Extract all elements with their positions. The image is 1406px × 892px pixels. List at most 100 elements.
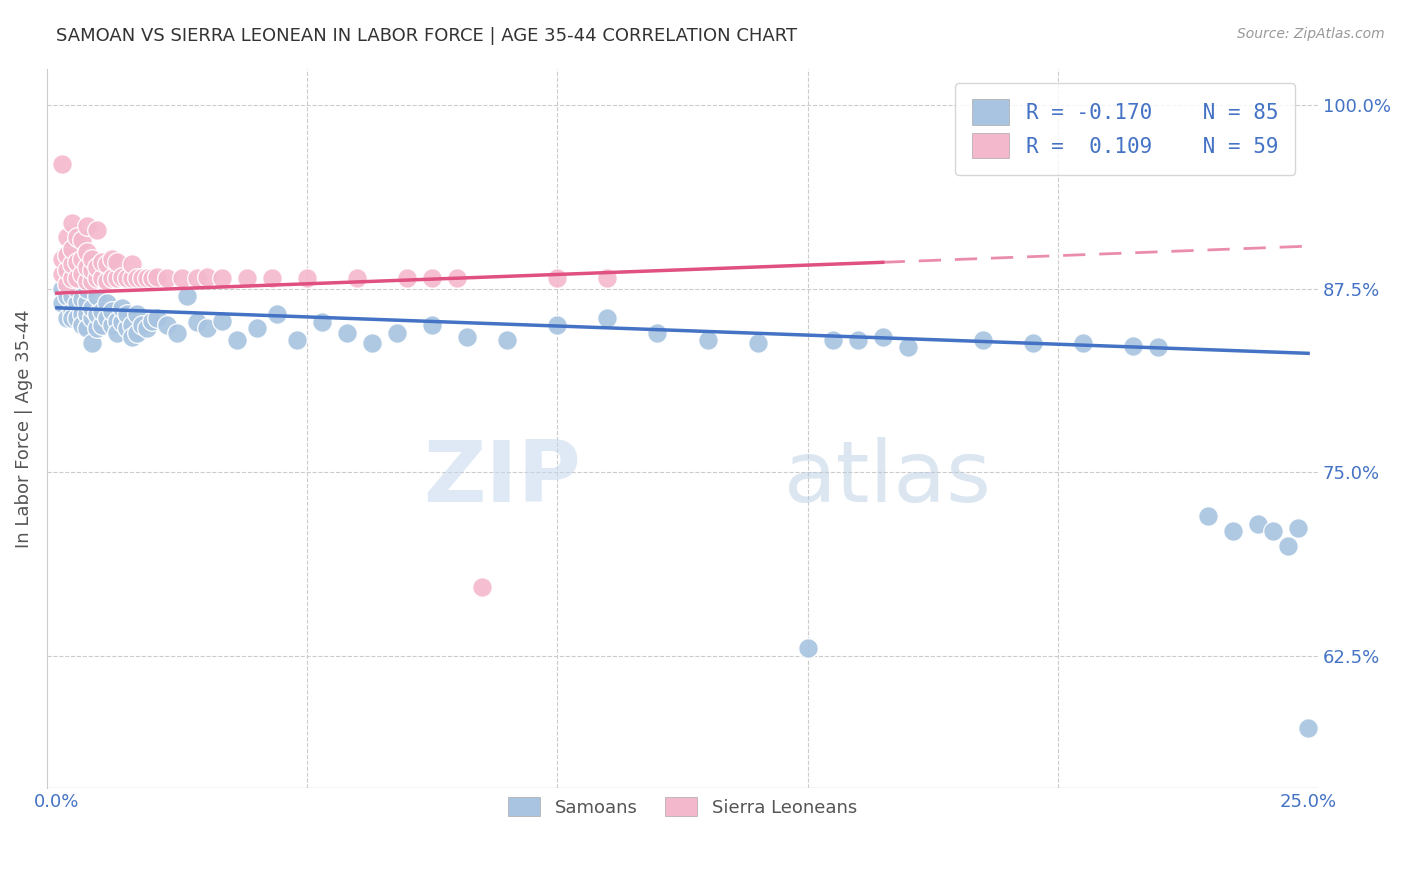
- Point: [111, 316, 134, 330]
- Point: [76, 219, 98, 233]
- Point: [972, 333, 994, 347]
- Point: [125, 307, 148, 321]
- Point: [446, 271, 468, 285]
- Point: [80, 252, 103, 267]
- Point: [51, 282, 73, 296]
- Point: [60, 289, 83, 303]
- Point: [115, 321, 138, 335]
- Point: [60, 267, 83, 281]
- Point: [96, 257, 118, 271]
- Point: [336, 326, 359, 340]
- Point: [101, 252, 124, 267]
- Point: [176, 289, 198, 303]
- Point: [647, 326, 669, 340]
- Point: [1222, 524, 1244, 538]
- Point: [1296, 721, 1319, 735]
- Point: [170, 271, 193, 285]
- Point: [1261, 524, 1284, 538]
- Text: atlas: atlas: [785, 437, 993, 520]
- Point: [346, 271, 368, 285]
- Point: [121, 257, 143, 271]
- Point: [262, 271, 284, 285]
- Point: [60, 303, 83, 318]
- Point: [91, 271, 114, 285]
- Point: [226, 333, 249, 347]
- Point: [51, 157, 73, 171]
- Point: [1071, 336, 1094, 351]
- Point: [66, 271, 89, 285]
- Point: [111, 270, 134, 285]
- Point: [105, 255, 128, 269]
- Point: [70, 277, 93, 292]
- Point: [105, 326, 128, 340]
- Point: [186, 316, 208, 330]
- Point: [56, 277, 79, 292]
- Point: [897, 341, 920, 355]
- Point: [101, 303, 124, 318]
- Point: [86, 260, 108, 274]
- Point: [105, 314, 128, 328]
- Point: [56, 311, 79, 326]
- Point: [66, 255, 89, 269]
- Point: [56, 262, 79, 277]
- Point: [546, 318, 568, 333]
- Point: [70, 292, 93, 306]
- Point: [1197, 509, 1219, 524]
- Point: [51, 267, 73, 281]
- Point: [86, 223, 108, 237]
- Point: [60, 271, 83, 285]
- Point: [51, 252, 73, 267]
- Point: [266, 307, 288, 321]
- Point: [420, 318, 443, 333]
- Point: [70, 318, 93, 333]
- Point: [60, 242, 83, 256]
- Point: [70, 267, 93, 281]
- Point: [1247, 516, 1270, 531]
- Point: [311, 316, 333, 330]
- Point: [56, 260, 79, 274]
- Point: [91, 303, 114, 318]
- Point: [76, 321, 98, 335]
- Point: [66, 282, 89, 296]
- Point: [596, 311, 619, 326]
- Point: [105, 271, 128, 285]
- Point: [70, 252, 93, 267]
- Point: [91, 255, 114, 269]
- Point: [80, 274, 103, 288]
- Point: [146, 270, 169, 285]
- Point: [86, 321, 108, 335]
- Point: [121, 330, 143, 344]
- Point: [146, 311, 169, 326]
- Point: [121, 271, 143, 285]
- Point: [1122, 339, 1144, 353]
- Point: [60, 311, 83, 326]
- Point: [361, 336, 384, 351]
- Text: SAMOAN VS SIERRA LEONEAN IN LABOR FORCE | AGE 35-44 CORRELATION CHART: SAMOAN VS SIERRA LEONEAN IN LABOR FORCE …: [56, 27, 797, 45]
- Point: [1147, 341, 1170, 355]
- Point: [136, 271, 159, 285]
- Point: [96, 296, 118, 310]
- Point: [96, 274, 118, 288]
- Point: [66, 296, 89, 310]
- Point: [115, 307, 138, 321]
- Point: [546, 271, 568, 285]
- Point: [141, 271, 163, 285]
- Point: [496, 333, 519, 347]
- Point: [70, 307, 93, 321]
- Point: [91, 318, 114, 333]
- Y-axis label: In Labor Force | Age 35-44: In Labor Force | Age 35-44: [15, 309, 32, 548]
- Point: [56, 230, 79, 244]
- Point: [420, 271, 443, 285]
- Point: [96, 311, 118, 326]
- Point: [51, 296, 73, 310]
- Point: [56, 289, 79, 303]
- Point: [111, 301, 134, 315]
- Point: [846, 333, 869, 347]
- Point: [246, 321, 269, 335]
- Point: [156, 271, 179, 285]
- Point: [76, 245, 98, 260]
- Point: [796, 641, 818, 656]
- Point: [1277, 539, 1299, 553]
- Point: [1022, 336, 1045, 351]
- Point: [80, 311, 103, 326]
